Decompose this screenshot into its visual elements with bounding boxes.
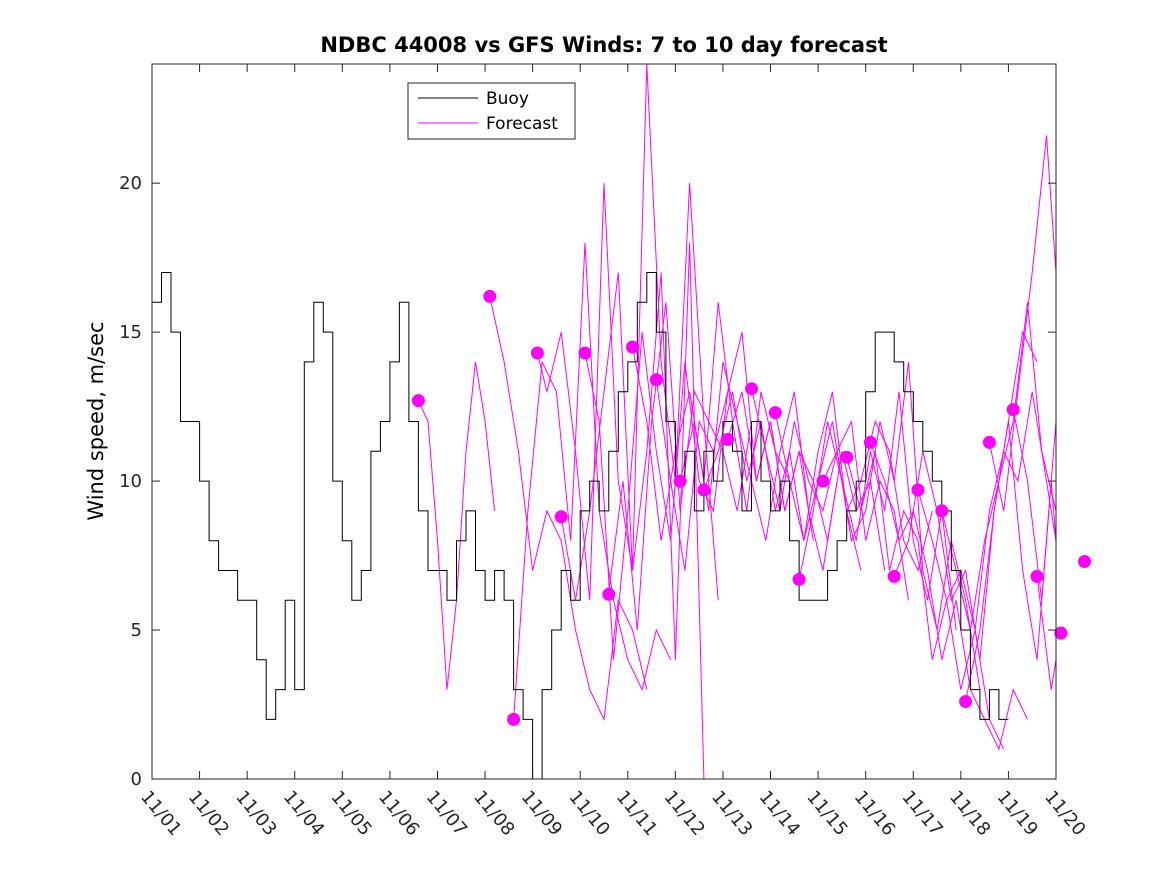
forecast-marker — [507, 712, 521, 726]
forecast-marker — [887, 569, 901, 583]
forecast-marker — [863, 435, 877, 449]
y-tick-label: 15 — [119, 322, 142, 343]
legend-box — [407, 82, 576, 140]
forecast-marker — [768, 406, 782, 420]
forecast-marker — [1030, 569, 1044, 583]
forecast-line-run-20 — [917, 391, 1057, 631]
forecast-marker — [673, 474, 687, 488]
forecast-marker — [411, 394, 425, 408]
forecast-line-run-2 — [489, 296, 648, 722]
forecast-line-run-7 — [608, 302, 752, 631]
forecast-line-run-18 — [869, 442, 1028, 751]
forecast-marker — [935, 504, 949, 518]
forecast-marker — [530, 346, 544, 360]
forecast-marker — [911, 483, 925, 497]
forecast-line-run-23 — [988, 135, 1057, 512]
forecast-line-run-3 — [513, 242, 672, 720]
forecast-line-run-24 — [1012, 409, 1057, 601]
y-tick-label: 0 — [131, 769, 142, 790]
forecast-marker — [1006, 403, 1020, 417]
y-tick-label: 10 — [119, 471, 142, 492]
forecast-line-run-8 — [632, 302, 791, 541]
forecast-line-run-25 — [1036, 576, 1057, 690]
forecast-marker — [792, 572, 806, 586]
plot-area — [152, 64, 1056, 779]
forecast-marker — [649, 373, 663, 387]
forecast-marker — [1078, 555, 1091, 568]
forecast-marker — [626, 340, 639, 354]
forecast-line-run-13 — [751, 388, 909, 601]
y-tick-label: 20 — [119, 173, 142, 194]
plot-frame — [151, 63, 1057, 780]
forecast-marker — [483, 289, 497, 303]
marker-layer — [411, 289, 1091, 726]
forecast-marker — [721, 432, 735, 446]
forecast-line-run-12 — [727, 391, 886, 571]
forecast-line-run-19 — [893, 330, 1038, 660]
forecast-marker — [697, 483, 711, 497]
forecast-marker — [816, 474, 830, 488]
forecast-marker — [1054, 626, 1068, 640]
forecast-marker — [554, 510, 568, 524]
forecast-line-run-5 — [560, 63, 719, 601]
forecast-marker — [840, 450, 854, 464]
forecast-marker — [578, 346, 592, 360]
forecast-marker — [982, 435, 996, 449]
forecast-line-run-4 — [536, 183, 705, 780]
legend-forecast-label: Forecast — [486, 114, 558, 134]
legend: Buoy Forecast — [407, 82, 576, 140]
forecast-marker — [959, 695, 973, 708]
series-layer — [152, 63, 1057, 780]
legend-buoy-label: Buoy — [486, 89, 529, 109]
forecast-marker — [602, 587, 616, 601]
buoy-line — [152, 272, 1009, 780]
y-axis-label: Wind speed, m/sec — [84, 321, 108, 520]
y-tick-label: 5 — [131, 620, 142, 641]
forecast-marker — [745, 382, 758, 396]
chart-title: NDBC 44008 vs GFS Winds: 7 to 10 day for… — [320, 33, 887, 57]
forecast-line-run-16 — [822, 361, 981, 690]
